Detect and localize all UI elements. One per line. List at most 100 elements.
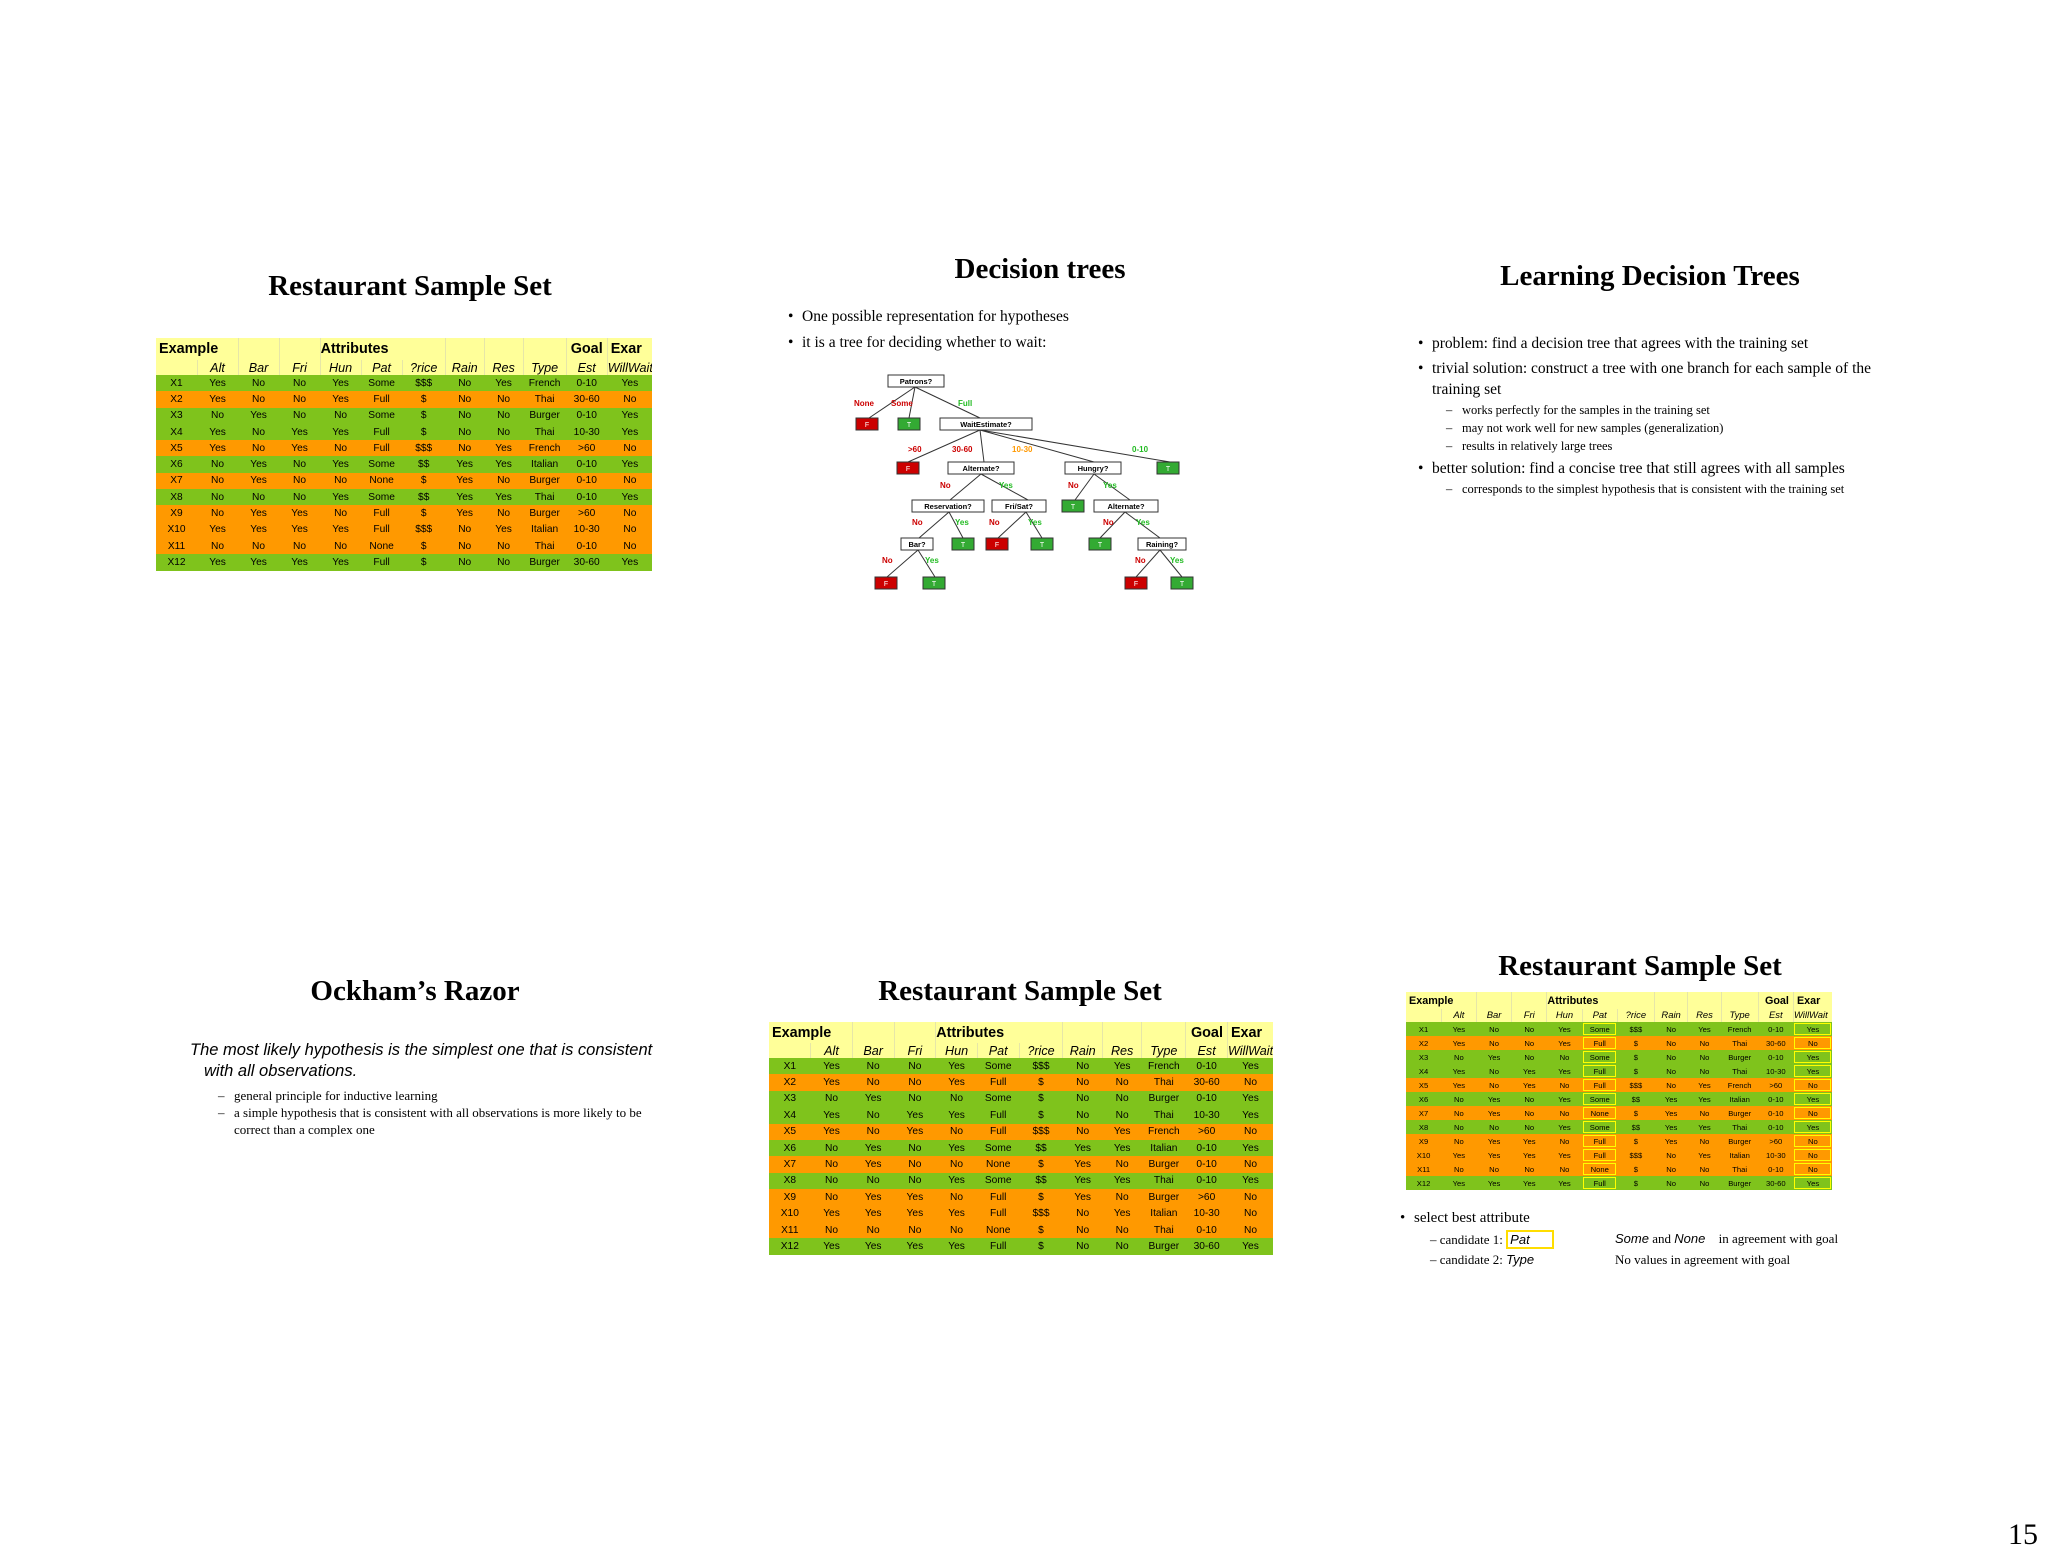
table-cell: 0-10: [1185, 1156, 1228, 1173]
row-id: X6: [1406, 1092, 1442, 1106]
table-column-header: Fri: [1511, 1009, 1548, 1022]
leaf-label: T: [1166, 466, 1171, 473]
branch-yes: Yes: [1170, 556, 1184, 565]
table-header-cell: [1721, 992, 1759, 1009]
table-cell: No: [1654, 1148, 1688, 1162]
table-cell: 0-10: [1185, 1058, 1228, 1075]
branch-yes: Yes: [1028, 518, 1042, 527]
table-cell: No: [1793, 1106, 1832, 1120]
row-id: X12: [769, 1238, 811, 1255]
table-cell: $: [1019, 1189, 1063, 1206]
node-hungry: Hungry?: [1078, 464, 1109, 473]
table-cell: No: [1102, 1107, 1142, 1124]
candidate-2-attr: Type: [1506, 1252, 1535, 1267]
table-cell: Full: [1582, 1148, 1618, 1162]
table-cell: $$$: [1019, 1205, 1063, 1222]
table-column-header: Hun: [1546, 1009, 1583, 1022]
table-cell: Yes: [935, 1238, 978, 1255]
table-cell: No: [852, 1221, 895, 1239]
row-id: X12: [1406, 1176, 1442, 1190]
table-cell: >60: [1758, 1078, 1794, 1092]
table-cell: No: [1227, 1074, 1273, 1091]
table-cell: No: [894, 1090, 936, 1108]
table-cell: None: [977, 1156, 1020, 1173]
table-column-header: Res: [1102, 1043, 1143, 1058]
table-cell: 10-30: [1758, 1148, 1794, 1162]
table-column-header: Pat: [1582, 1009, 1618, 1022]
table-cell: No: [1546, 1078, 1583, 1092]
table-cell: No: [1441, 1106, 1477, 1120]
node-wait-estimate: WaitEstimate?: [960, 420, 1012, 429]
row-id: X9: [1406, 1134, 1442, 1148]
table-column-header: [156, 360, 198, 375]
table-cell: Burger: [1141, 1189, 1186, 1206]
table-cell: Yes: [935, 1107, 978, 1124]
table-cell: No: [894, 1172, 936, 1190]
sub-item: general principle for inductive learning: [204, 1087, 674, 1104]
table-cell: No: [852, 1123, 895, 1140]
row-id: X1: [769, 1058, 811, 1075]
table-cell: No: [1511, 1120, 1547, 1134]
table-cell: Yes: [894, 1205, 936, 1222]
table-row: X10 Yes Yes Yes Yes Full $$$ No Yes Italian 10-30 N…: [769, 1205, 1273, 1222]
table-cell: Thai: [1721, 1162, 1759, 1176]
table-cell: Thai: [1141, 1221, 1186, 1239]
row-id: X12: [156, 554, 198, 571]
leaf-label: T: [1098, 542, 1103, 549]
table-cell: No: [1441, 1134, 1477, 1148]
table-cell: 0-10: [1758, 1092, 1794, 1106]
table-cell: Yes: [445, 505, 485, 522]
leaf-label: T: [1180, 581, 1185, 588]
table-cell: 0-10: [566, 537, 608, 555]
table-cell: No: [1476, 1022, 1512, 1036]
table-cell: No: [1441, 1092, 1477, 1106]
table-cell: Italian: [1721, 1148, 1759, 1162]
branch-no: No: [940, 481, 951, 490]
table-cell: Yes: [1227, 1107, 1273, 1124]
table-cell: Yes: [1227, 1058, 1273, 1075]
table-cell: 30-60: [1758, 1176, 1794, 1190]
table-cell: No: [935, 1156, 978, 1173]
table-column-header: Res: [1687, 1009, 1722, 1022]
row-id: X6: [769, 1139, 811, 1157]
table-cell: Burger: [523, 505, 567, 522]
table-cell: 10-30: [566, 521, 608, 538]
row-id: X8: [1406, 1120, 1442, 1134]
sub-item: corresponds to the simplest hypothesis t…: [1432, 481, 1878, 497]
table-cell: Yes: [1476, 1134, 1512, 1148]
tree-decision-nodes: [887, 374, 1187, 551]
table-cell: No: [238, 489, 280, 506]
table-cell: Yes: [238, 472, 280, 490]
table-cell: Yes: [1062, 1189, 1103, 1206]
row-id: X11: [1406, 1162, 1442, 1176]
table-cell: No: [607, 505, 652, 522]
slide-2-title: Decision trees: [954, 253, 1126, 285]
table-cell: Italian: [523, 521, 567, 538]
row-id: X11: [156, 537, 198, 555]
table-cell: Yes: [1476, 1050, 1512, 1064]
branch-no: No: [882, 556, 893, 565]
table-cell: Thai: [523, 391, 567, 408]
table-cell: No: [1511, 1162, 1547, 1176]
row-id: X5: [1406, 1078, 1442, 1092]
table-cell: No: [1062, 1107, 1103, 1124]
candidate-1-result: Some and None in agreement with goal: [1615, 1231, 1838, 1247]
node-alternate-2: Alternate?: [1107, 502, 1145, 511]
table-cell: Yes: [607, 375, 652, 392]
table-cell: $$$: [1019, 1058, 1063, 1075]
table-cell: Yes: [852, 1090, 895, 1108]
table-cell: Full: [977, 1074, 1020, 1091]
table-cell: Burger: [1721, 1050, 1759, 1064]
table-cell: Burger: [1141, 1090, 1186, 1108]
table-cell: Yes: [852, 1156, 895, 1173]
table-cell: Yes: [810, 1205, 853, 1222]
table-cell: >60: [566, 505, 608, 522]
table-cell: No: [1511, 1106, 1547, 1120]
table-cell: Yes: [1441, 1036, 1477, 1050]
